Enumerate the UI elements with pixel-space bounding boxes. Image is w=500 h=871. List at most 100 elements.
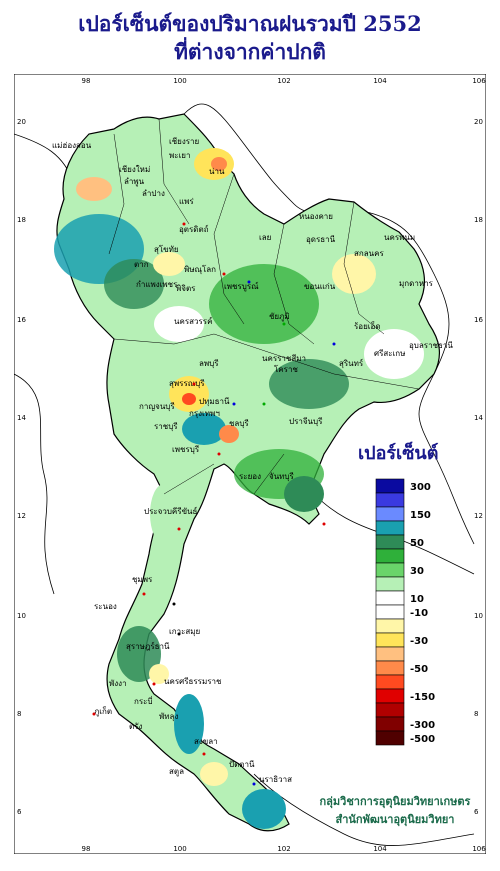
province-label: เพชรบูรณ์ xyxy=(224,281,259,292)
province-label: กำแพงเพชร xyxy=(136,280,178,289)
province-label: พิจิตร xyxy=(176,284,196,293)
legend-swatch xyxy=(375,534,405,550)
province-label: สุโขทัย xyxy=(154,244,179,254)
lat-tick-right-7: 6 xyxy=(474,808,479,816)
map-title-line1: เปอร์เซ็นต์ของปริมาณฝนรวมปี 2552 xyxy=(78,11,422,36)
legend-swatch xyxy=(375,520,405,536)
province-label: เลย xyxy=(259,233,271,242)
province-label: เพชรบุรี xyxy=(172,445,200,454)
lon-tick-top-2: 102 xyxy=(277,77,290,85)
station-markers xyxy=(92,222,336,786)
credit-line2: สำนักพัฒนาอุตุนิยมวิทยา xyxy=(335,813,455,826)
province-label: นราธิวาส xyxy=(259,775,292,784)
province-label: ลำปาง xyxy=(142,189,165,198)
legend-label: -50 xyxy=(410,664,428,675)
province-label: ระยอง xyxy=(239,472,261,481)
province-label: อุบลราชธานี xyxy=(409,341,453,350)
lat-tick-right-2: 16 xyxy=(474,316,483,324)
province-label: เชียงใหม่ xyxy=(119,165,150,174)
legend-swatch xyxy=(375,660,405,676)
legend-label: 50 xyxy=(410,538,424,549)
province-label: พัทลุง xyxy=(159,712,178,721)
province-label: มุกดาหาร xyxy=(399,279,434,288)
province-label: สงขลา xyxy=(194,737,218,746)
province-label: นครศรีธรรมราช xyxy=(164,677,222,686)
lat-tick-left-7: 6 xyxy=(17,808,22,816)
lat-tick-left-0: 20 xyxy=(17,118,26,126)
lon-tick-bottom-1: 100 xyxy=(173,845,186,853)
legend-swatch xyxy=(375,562,405,578)
province-label: สกลนคร xyxy=(354,249,384,258)
legend-swatch xyxy=(375,576,405,592)
legend-color-bar xyxy=(375,478,405,746)
province-label: จันทบุรี xyxy=(269,472,295,481)
province-label: ชุมพร xyxy=(132,575,153,584)
province-label: นครราชสีมา xyxy=(262,354,306,363)
legend-swatch xyxy=(375,716,405,732)
province-label: ลำพูน xyxy=(124,177,145,187)
province-label: ประจวบคีรีขันธ์ xyxy=(144,506,198,516)
province-label: กระบี่ xyxy=(134,695,153,706)
lon-tick-top-3: 104 xyxy=(373,77,387,85)
legend-swatch xyxy=(375,646,405,662)
province-label: น่าน xyxy=(209,167,225,176)
province-label: ลพบุรี xyxy=(199,359,219,368)
legend-swatch xyxy=(375,674,405,690)
lon-tick-bottom-2: 102 xyxy=(277,845,290,853)
lat-tick-right-4: 12 xyxy=(474,512,483,520)
map-title-line2: ที่ต่างจากค่าปกติ xyxy=(174,39,326,64)
province-label: พิษณุโลก xyxy=(184,264,216,274)
legend-label: -10 xyxy=(410,608,428,619)
rainfall-patches xyxy=(54,148,424,829)
province-label: อุตรดิตถ์ xyxy=(179,224,209,234)
legend-swatch xyxy=(375,478,405,494)
province-label: โคราช xyxy=(274,364,298,374)
legend-label: 150 xyxy=(410,510,431,521)
province-label: สุราษฎร์ธานี xyxy=(126,641,170,651)
legend-swatch xyxy=(375,688,405,704)
province-label: แม่ฮ่องสอน xyxy=(52,141,92,150)
credit-line1: กลุ่มวิชาการอุตุนิยมวิทยาเกษตร xyxy=(319,795,471,808)
province-label: ปัตตานี xyxy=(229,760,255,769)
legend-title: เปอร์เซ็นต์ xyxy=(358,443,439,464)
legend-swatch xyxy=(375,548,405,564)
legend-label: 30 xyxy=(410,566,424,577)
province-label: สตูล xyxy=(169,767,184,777)
province-label: นครพนม xyxy=(384,233,415,242)
lon-tick-bottom-0: 98 xyxy=(82,845,91,853)
province-label: กรุงเทพฯ xyxy=(189,409,220,418)
legend-swatch xyxy=(375,632,405,648)
legend-swatch xyxy=(375,590,405,606)
province-label: แพร่ xyxy=(179,197,194,206)
province-label: อุดรธานี xyxy=(306,235,336,244)
province-label: ตาก xyxy=(134,260,149,269)
province-label: พังงา xyxy=(109,679,127,688)
legend-swatch xyxy=(375,492,405,508)
lon-tick-top-0: 98 xyxy=(82,77,91,85)
lon-tick-bottom-4: 106 xyxy=(472,845,486,853)
province-label: ขอนแก่น xyxy=(304,282,336,291)
legend-swatch xyxy=(375,618,405,634)
province-borders xyxy=(108,118,420,495)
legend-swatch xyxy=(375,506,405,522)
lat-tick-right-0: 20 xyxy=(474,118,483,126)
lat-tick-right-1: 18 xyxy=(474,216,483,224)
province-label: สุพรรณบุรี xyxy=(169,379,205,388)
lat-tick-left-5: 10 xyxy=(17,612,26,620)
province-label: กาญจนบุรี xyxy=(139,402,175,411)
lat-tick-right-6: 8 xyxy=(474,710,478,718)
province-label: ตรัง xyxy=(129,722,142,731)
lat-tick-right-5: 10 xyxy=(474,612,483,620)
legend-swatch xyxy=(375,702,405,718)
rainfall-map: 98 100 102 104 106 98 100 102 104 106 20… xyxy=(14,74,486,854)
province-label: ปทุมธานี xyxy=(199,397,230,406)
province-labels: เชียงราย แม่ฮ่องสอน น่าน เชียงใหม่ ลำพูน… xyxy=(52,137,453,784)
province-label: นครสวรรค์ xyxy=(174,316,212,326)
lat-tick-left-4: 12 xyxy=(17,512,26,520)
legend-swatch xyxy=(375,604,405,620)
lat-tick-left-6: 8 xyxy=(17,710,21,718)
province-label: สุรินทร์ xyxy=(339,358,364,368)
province-label: ชัยภูมิ xyxy=(269,312,290,322)
province-label: ร้อยเอ็ด xyxy=(354,321,381,331)
lat-tick-left-2: 16 xyxy=(17,316,26,324)
